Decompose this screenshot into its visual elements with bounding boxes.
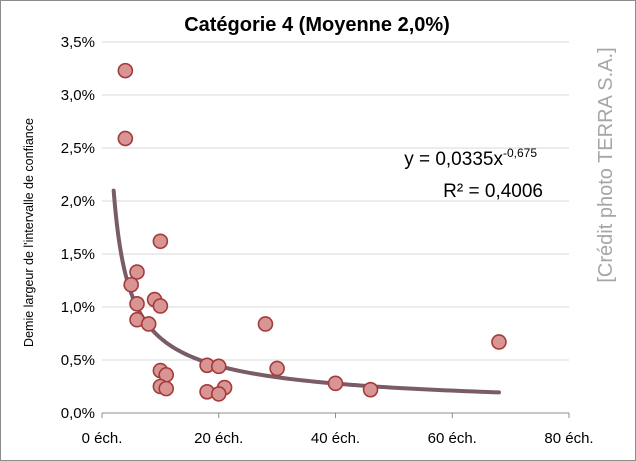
y-axis-label: Demie largeur de l'intervalle de confian… <box>22 118 36 347</box>
y-tick-label: 0,0% <box>61 405 95 422</box>
x-tick-label: 0 éch. <box>82 430 123 447</box>
data-point <box>117 62 134 79</box>
data-point <box>257 316 274 332</box>
data-point <box>140 316 157 332</box>
x-tick-label: 40 éch. <box>311 430 360 447</box>
data-point <box>152 233 169 250</box>
data-point <box>129 296 145 312</box>
y-tick-label: 3,5% <box>61 34 95 51</box>
data-point <box>269 360 285 377</box>
r-squared-label: R² = 0,4006 <box>443 181 543 202</box>
data-points <box>117 62 507 402</box>
x-tick-label: 60 éch. <box>428 430 477 447</box>
y-tick-label: 1,0% <box>61 299 95 316</box>
data-point <box>327 375 344 392</box>
gridlines <box>102 41 569 361</box>
photo-credit: [Crédit photo TERRA S.A.] <box>595 47 617 282</box>
x-tick-label: 80 éch. <box>544 430 593 447</box>
y-tick-label: 2,0% <box>61 193 95 210</box>
trendline <box>111 188 501 395</box>
y-tick-label: 1,5% <box>61 246 95 263</box>
x-axis-ticks: 0 éch. 20 éch. 40 éch. 60 éch. 80 éch. <box>82 413 594 447</box>
y-tick-label: 3,0% <box>61 87 95 104</box>
trendline-equation: y = 0,0335x-0,675 <box>404 146 537 170</box>
x-tick-label: 20 éch. <box>194 430 243 447</box>
y-tick-label: 0,5% <box>61 352 95 369</box>
chart-title: Catégorie 4 (Moyenne 2,0%) <box>184 14 450 36</box>
data-point <box>152 298 169 314</box>
data-point <box>158 380 175 397</box>
y-axis-ticks: 0,0% 0,5% 1,0% 1,5% 2,0% 2,5% 3,0% 3,5% <box>61 34 95 422</box>
data-point <box>129 264 145 280</box>
y-tick-label: 2,5% <box>61 140 95 157</box>
data-point <box>362 381 379 398</box>
data-point <box>210 386 227 402</box>
data-point <box>491 334 507 350</box>
data-point <box>210 358 227 375</box>
equation-exponent: -0,675 <box>503 146 537 160</box>
data-point <box>117 130 134 147</box>
data-point <box>123 276 139 293</box>
equation-base: y = 0,0335x <box>404 149 503 170</box>
